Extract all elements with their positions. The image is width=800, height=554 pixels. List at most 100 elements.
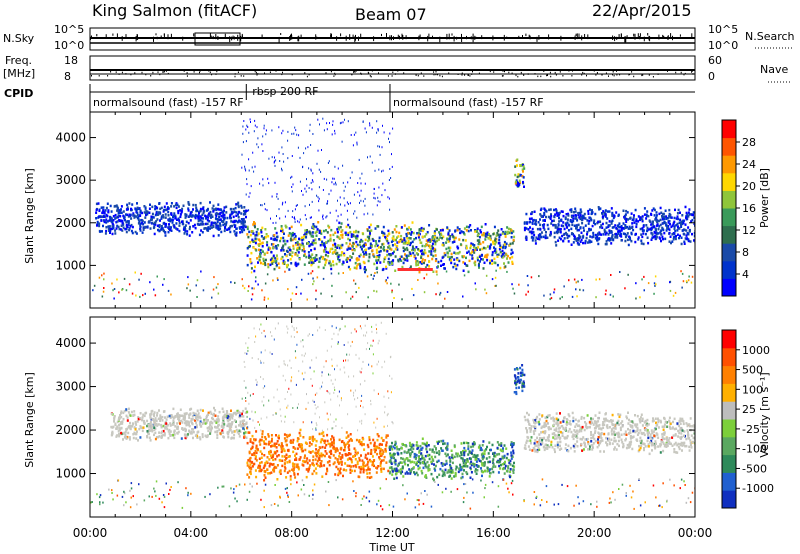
range-cell <box>198 233 201 237</box>
range-cell <box>115 220 118 224</box>
freq-sample <box>110 71 112 73</box>
range-cell <box>343 448 345 452</box>
freq-sample <box>534 73 536 75</box>
freq-sample <box>254 70 256 73</box>
range-cell <box>579 240 582 243</box>
range-cell <box>179 414 182 417</box>
range-cell <box>311 200 313 203</box>
range-cell <box>210 226 213 229</box>
range-cell <box>313 247 316 250</box>
range-cell <box>620 226 623 230</box>
range-cell <box>191 231 194 234</box>
range-cell <box>320 170 322 173</box>
freq-sample <box>121 71 123 74</box>
range-cell <box>163 432 166 435</box>
range-cell <box>132 433 135 436</box>
range-cell <box>197 219 200 223</box>
range-cell <box>229 422 232 426</box>
range-cell <box>474 248 477 252</box>
range-cell <box>173 205 176 208</box>
noise-sample <box>620 33 622 37</box>
range-cell <box>391 262 393 265</box>
range-cell <box>162 214 165 217</box>
range-cell <box>276 215 277 217</box>
range-cell <box>289 258 292 261</box>
range-cell <box>263 296 266 299</box>
range-cell <box>174 216 177 219</box>
range-cell <box>624 217 627 220</box>
freq-sample <box>257 73 259 75</box>
range-cell <box>573 237 576 241</box>
freq-sample <box>234 73 236 75</box>
colorbar-swatch <box>722 225 736 244</box>
range-cell <box>382 245 385 249</box>
range-cell <box>345 225 348 229</box>
range-cell <box>421 229 424 233</box>
range-cell <box>395 472 398 475</box>
range-cell <box>205 227 208 230</box>
range-cell <box>143 205 146 208</box>
range-cell <box>285 439 288 442</box>
range-cell <box>391 473 394 476</box>
range-cell <box>122 411 125 415</box>
range-cell <box>272 468 275 471</box>
range-cell <box>606 217 609 220</box>
range-cell <box>128 227 131 230</box>
range-cell <box>482 232 485 235</box>
range-cell <box>137 439 139 442</box>
range-cell <box>119 422 122 425</box>
range-cell <box>426 240 429 243</box>
range-cell <box>274 444 276 448</box>
range-cell <box>239 220 241 223</box>
range-cell <box>264 470 267 474</box>
range-cell <box>156 424 159 427</box>
range-cell <box>382 231 385 235</box>
range-cell <box>202 217 205 220</box>
range-cell <box>264 263 267 267</box>
range-cell <box>261 245 264 248</box>
range-cell <box>432 270 435 273</box>
range-cell <box>375 466 378 469</box>
noise-sample <box>393 36 394 40</box>
range-cell <box>251 446 254 450</box>
range-cell <box>369 124 371 127</box>
range-cell <box>120 421 123 424</box>
range-cell <box>242 427 245 430</box>
range-cell <box>196 434 199 438</box>
range-cell <box>278 151 280 154</box>
range-cell <box>355 245 358 248</box>
range-cell <box>336 251 339 255</box>
range-cell <box>390 282 392 285</box>
range-cell <box>377 145 379 148</box>
range-cell <box>239 412 242 415</box>
range-cell <box>268 458 271 461</box>
range-cell <box>476 258 479 262</box>
range-cell <box>594 237 597 240</box>
range-cell <box>388 137 389 140</box>
range-cell <box>305 475 308 479</box>
range-cell <box>163 208 166 212</box>
range-cell <box>263 127 265 130</box>
range-cell <box>254 124 256 127</box>
range-cell <box>401 298 403 301</box>
range-cell <box>258 440 261 443</box>
range-cell <box>281 146 283 149</box>
range-cell <box>284 242 287 246</box>
noise-sample <box>470 36 472 40</box>
range-cell <box>250 251 253 255</box>
range-cell <box>434 250 437 253</box>
range-cell <box>471 250 474 253</box>
range-cell <box>655 216 658 220</box>
range-cell <box>312 257 315 260</box>
range-cell <box>565 231 567 235</box>
range-cell <box>661 215 663 218</box>
range-cell <box>98 222 101 225</box>
range-cell <box>270 456 273 459</box>
range-cell <box>645 224 648 227</box>
range-cell <box>383 249 386 252</box>
range-cell <box>615 227 618 230</box>
range-cell <box>178 221 181 225</box>
range-cell <box>366 229 369 232</box>
range-cell <box>589 235 592 238</box>
range-cell <box>460 230 463 233</box>
